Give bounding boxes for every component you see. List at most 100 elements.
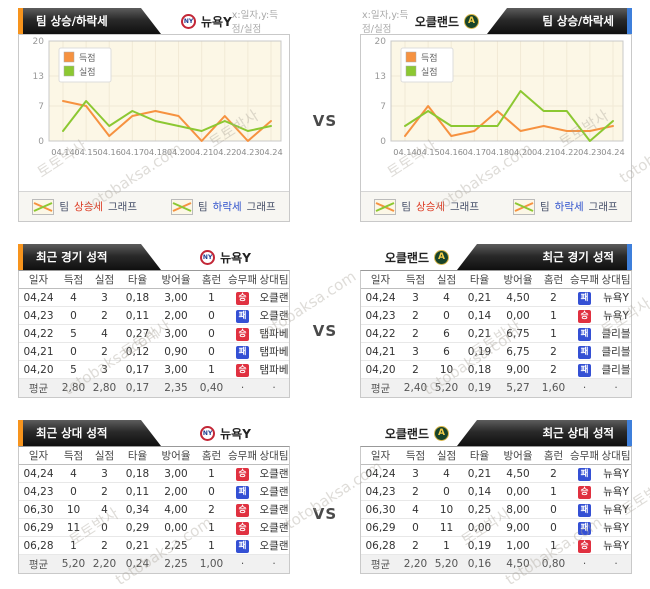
column-header: 상대팀 bbox=[259, 274, 289, 286]
table-row: 04,21 0 2 0,12 0,90 0 패 탬파베 bbox=[19, 343, 289, 361]
batting-avg-cell: 0,19 bbox=[467, 345, 492, 358]
column-header: 일자 bbox=[370, 450, 391, 462]
batting-avg-cell: 0,19 bbox=[467, 382, 492, 394]
table-average-row: 평균 2,20 5,20 0,16 4,50 0,80 · · bbox=[361, 555, 631, 573]
svg-text:04.16: 04.16 bbox=[439, 147, 462, 157]
result-cell: 패 bbox=[226, 485, 259, 499]
result-cell: 패 bbox=[568, 503, 601, 517]
panel-header: 팀 상승/하락세 NY 뉴욕Y x:일자,y:득점/실점 bbox=[18, 8, 290, 35]
orange-accent-bar bbox=[18, 244, 23, 270]
era-cell: 4,50 bbox=[506, 558, 530, 570]
score-cell: 5,20 bbox=[61, 558, 86, 570]
score-cell: 4 bbox=[70, 291, 77, 304]
loss-badge: 패 bbox=[236, 485, 249, 499]
table-row: 06,28 2 1 0,19 1,00 1 승 뉴욕Y bbox=[361, 537, 631, 555]
fall-word: 하락세 bbox=[212, 201, 242, 213]
fall-graph-legend: 팀 하락세 그래프 bbox=[513, 198, 618, 215]
rise-graph-legend: 팀 상승세 그래프 bbox=[32, 198, 137, 215]
date-cell: 04,22 bbox=[23, 327, 54, 340]
table-row: 04,23 2 0 0,14 0,00 1 승 뉴욕Y bbox=[361, 483, 631, 501]
result-cell: 패 bbox=[568, 345, 601, 359]
result-cell: · bbox=[582, 558, 587, 570]
column-header: 홈런 bbox=[201, 450, 222, 462]
team-label-left: NY 뉴욕Y bbox=[181, 13, 232, 30]
column-header: 상대팀 bbox=[601, 274, 631, 286]
score-cell: 11 bbox=[66, 521, 81, 534]
section-title: 최근 경기 성적 bbox=[36, 250, 108, 264]
loss-badge: 패 bbox=[578, 467, 591, 481]
date-cell: 06,30 bbox=[365, 503, 396, 516]
svg-text:득점: 득점 bbox=[79, 52, 96, 64]
section-title-bar: 최근 상대 성적 bbox=[457, 420, 627, 446]
oakland-athletics-logo-icon: A bbox=[434, 425, 449, 441]
svg-text:7: 7 bbox=[380, 102, 386, 112]
table-average-row: 평균 5,20 2,20 0,24 2,25 1,00 · · bbox=[19, 555, 289, 573]
score-cell: 2 bbox=[412, 309, 419, 322]
column-header: 일자 bbox=[28, 274, 49, 286]
svg-text:13: 13 bbox=[375, 72, 386, 82]
legend-text: 팀 bbox=[198, 201, 208, 213]
score-cell: 2 bbox=[412, 327, 419, 340]
date-cell: 평균 bbox=[28, 382, 49, 395]
homerun-cell: 2 bbox=[550, 467, 557, 480]
legend-text: 그래프 bbox=[246, 201, 276, 213]
concede-cell: 4 bbox=[101, 503, 108, 516]
panel-header: x:일자,y:득점/실점 오클랜드 A 팀 상승/하락세 bbox=[360, 8, 632, 35]
column-header: 홈런 bbox=[201, 274, 222, 286]
rise-graph-legend: 팀 상승세 그래프 bbox=[374, 198, 479, 215]
table-header-row: 일자 득점 실점 타율 방어율 홈런 승무패 상대팀 bbox=[19, 271, 289, 289]
result-cell: 패 bbox=[568, 291, 601, 305]
score-cell: 4 bbox=[70, 467, 77, 480]
vs-column: VS bbox=[290, 244, 360, 340]
homerun-cell: 1 bbox=[550, 327, 557, 340]
column-header: 홈런 bbox=[543, 274, 564, 286]
opponent-cell: 뉴욕Y bbox=[603, 310, 629, 322]
rise-word: 상승세 bbox=[416, 201, 446, 213]
result-cell: 승 bbox=[226, 327, 259, 341]
concede-cell: 0 bbox=[443, 309, 450, 322]
result-cell: 승 bbox=[226, 467, 259, 481]
result-cell: 승 bbox=[568, 539, 601, 553]
score-cell: 2 bbox=[412, 363, 419, 376]
table-header-row: 일자 득점 실점 타율 방어율 홈런 승무패 상대팀 bbox=[19, 447, 289, 465]
batting-avg-cell: 0,19 bbox=[467, 539, 492, 552]
legend-text: 팀 bbox=[401, 201, 412, 213]
date-cell: 평균 bbox=[28, 558, 49, 571]
svg-text:0: 0 bbox=[380, 137, 386, 147]
score-cell: 2,20 bbox=[403, 558, 428, 570]
homerun-cell: 1 bbox=[550, 485, 557, 498]
homerun-cell: 0 bbox=[208, 345, 215, 358]
batting-avg-cell: 0,18 bbox=[125, 291, 150, 304]
svg-text:13: 13 bbox=[33, 72, 44, 82]
win-badge: 승 bbox=[236, 327, 249, 341]
homerun-cell: 1 bbox=[550, 539, 557, 552]
era-cell: 5,27 bbox=[506, 382, 530, 394]
homerun-cell: 0 bbox=[208, 485, 215, 498]
date-cell: 06,28 bbox=[23, 539, 54, 552]
legend-text: 그래프 bbox=[108, 201, 137, 213]
section-title: 팀 상승/하락세 bbox=[36, 14, 108, 28]
result-cell: 패 bbox=[226, 309, 259, 323]
date-cell: 평균 bbox=[370, 558, 391, 571]
panel-header: 오클랜드 A 최근 상대 성적 bbox=[360, 420, 632, 446]
section-title: 팀 상승/하락세 bbox=[542, 14, 614, 28]
loss-badge: 패 bbox=[578, 521, 591, 535]
chart-footer-legend: 팀 상승세 그래프 팀 하락세 그래프 bbox=[19, 191, 289, 221]
concede-cell: 6 bbox=[443, 327, 450, 340]
concede-cell: 0 bbox=[443, 485, 450, 498]
opponent-cell: 클리블 bbox=[601, 364, 631, 376]
loss-badge: 패 bbox=[236, 539, 249, 553]
vs-label: VS bbox=[312, 112, 338, 130]
legend-text: 그래프 bbox=[588, 201, 618, 213]
trend-panel-right: x:일자,y:득점/실점 오클랜드 A 팀 상승/하락세 0 7 13 20 04.14… bbox=[360, 8, 632, 222]
homerun-cell: 1,00 bbox=[199, 558, 224, 570]
result-cell: 승 bbox=[226, 521, 259, 535]
svg-text:04.21: 04.21 bbox=[532, 147, 555, 157]
concede-cell: 1 bbox=[443, 539, 450, 552]
date-cell: 06,29 bbox=[365, 521, 396, 534]
date-cell: 04,23 bbox=[23, 309, 54, 322]
panel-header: 최근 경기 성적 NY 뉴욕Y bbox=[18, 244, 290, 270]
table-row: 04,22 5 4 0,27 3,00 0 승 탬파베 bbox=[19, 325, 289, 343]
score-cell: 2,40 bbox=[403, 382, 428, 394]
homerun-cell: 0,80 bbox=[541, 558, 566, 570]
